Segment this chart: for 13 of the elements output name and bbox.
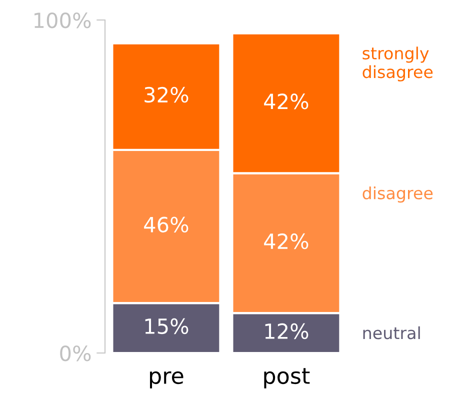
y-tick-label: 0%	[60, 345, 91, 362]
x-tick-label: pre	[150, 371, 184, 388]
data-label: 12%	[265, 323, 308, 340]
series-label: neutral	[363, 326, 420, 340]
data-label: 42%	[264, 94, 308, 110]
series-label: disagree	[362, 186, 433, 203]
x-tick-label: post	[264, 368, 310, 388]
y-tick-label: 100%	[34, 12, 91, 28]
data-label: 42%	[264, 233, 308, 250]
series-label: strongly disagree	[362, 46, 433, 82]
data-label: 32%	[144, 86, 188, 103]
data-label: 46%	[144, 216, 188, 233]
data-label: 15%	[145, 318, 188, 334]
